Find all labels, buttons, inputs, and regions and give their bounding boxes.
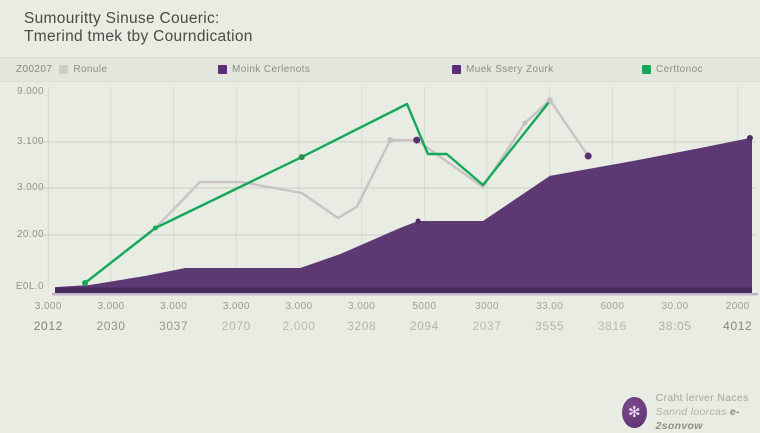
chart-canvas (40, 87, 758, 296)
x-tick-bottom-10: 38:05 (658, 319, 692, 333)
x-tick-bottom-1: 2030 (96, 319, 126, 333)
y-tick-4: 20.00 (16, 229, 44, 240)
x-tick-top-7: 3000 (475, 301, 499, 312)
brand-line1: Craht lerver Naces (655, 392, 749, 404)
legend-bar: Z00207 Ronule Moink Cerlenots Muek Ssery… (0, 57, 760, 82)
legend-item-certtonoc[interactable]: Certtonoc (642, 64, 703, 75)
brand-line2-a: Sannd loorcas (655, 406, 730, 418)
legend-item-ronule[interactable]: Z00207 Ronule (16, 64, 107, 75)
area-series-moink-cerlenots (55, 138, 752, 291)
x-tick-bottom-0: 2012 (33, 319, 63, 333)
x-tick-bottom-2: 3037 (159, 319, 189, 333)
data-point-marker (152, 225, 158, 231)
legend-swatch-gray (59, 65, 69, 74)
brand-line2: Sannd loorcas e-2sonvow (656, 405, 760, 433)
x-tick-bottom-11: 4012 (723, 319, 753, 333)
axis-underline (52, 293, 758, 296)
legend-swatch-purple-1 (218, 65, 227, 74)
legend-prefix: Z00207 (16, 64, 53, 75)
data-point-marker (298, 154, 305, 161)
x-tick-bottom-7: 2037 (472, 319, 502, 333)
y-tick-1: 9.000 (16, 86, 44, 97)
x-tick-top-2: 3.000 (160, 301, 188, 312)
x-tick-bottom-4: 2.000 (282, 319, 316, 333)
x-tick-top-9: 6000 (600, 301, 625, 312)
data-point-marker (415, 218, 421, 224)
line-series-certtonoc (83, 100, 551, 285)
x-tick-top-4: 3.000 (285, 301, 313, 312)
data-point-marker (387, 137, 394, 144)
legend-item-muek-ssery-zourk[interactable]: Muek Ssery Zourk (452, 64, 554, 75)
x-tick-bottom-9: 3816 (597, 319, 627, 333)
x-tick-top-10: 30.00 (661, 301, 689, 312)
data-point-marker (746, 135, 753, 142)
data-point-marker (546, 97, 553, 104)
legend-item-moink-cerlenots[interactable]: Moink Cerlenots (218, 64, 310, 75)
line-series-muek-ssery-zourk (154, 98, 590, 230)
footer-brand: ✻ Craht lerver Naces Sannd loorcas e-2so… (622, 391, 760, 433)
y-tick-2: 3.100 (16, 136, 44, 147)
x-tick-top-8: 33.00 (536, 301, 564, 312)
title-line2: Tmerind tmek tby Courndication (24, 28, 253, 45)
data-point-marker (584, 152, 592, 160)
x-tick-bottom-6: 2094 (409, 319, 439, 333)
x-tick-top-6: 5000 (412, 301, 437, 312)
legend-swatch-purple-2 (452, 65, 461, 74)
x-tick-bottom-3: 2070 (221, 319, 251, 333)
data-point-marker (522, 120, 528, 126)
flower-glyph-icon: ✻ (628, 404, 641, 421)
y-tick-3: 3.000 (16, 182, 44, 193)
x-axis-row-2: 2012 2030 3037 2070 2.000 3208 2094 2037 3555 381… (17, 319, 760, 333)
page-title: Sumouritty Sinuse Coueric: Tmerind tmek … (24, 10, 253, 46)
y-tick-5: E0L.0 (15, 281, 44, 292)
data-point-marker (81, 279, 88, 286)
x-tick-top-5: 3.000 (348, 301, 376, 312)
x-axis-row-1: 3.000 3.000 3.000 3.000 3.000 3.000 5000 3000 33… (17, 301, 760, 312)
x-tick-bottom-8: 3555 (535, 319, 565, 333)
brand-logo[interactable]: ✻ (622, 396, 647, 428)
x-tick-top-3: 3.000 (222, 301, 250, 312)
x-tick-top-1: 3.000 (97, 301, 125, 312)
x-tick-bottom-5: 3208 (347, 319, 377, 333)
data-point-marker (413, 136, 421, 144)
legend-label-ronule: Ronule (73, 64, 108, 75)
brand-text: Craht lerver Naces Sannd loorcas e-2sonv… (656, 391, 760, 433)
x-tick-top-0: 3.000 (34, 301, 62, 312)
title-line1: Sumouritty Sinuse Coueric: (24, 10, 220, 27)
x-tick-top-11: 2000 (725, 301, 750, 312)
area-base-band (55, 287, 752, 293)
legend-label-moink-cerlenots: Moink Cerlenots (232, 64, 311, 75)
legend-label-certtonoc: Certtonoc (656, 64, 703, 75)
legend-label-muek-ssery-zourk: Muek Ssery Zourk (466, 64, 554, 75)
legend-swatch-green (642, 65, 651, 74)
